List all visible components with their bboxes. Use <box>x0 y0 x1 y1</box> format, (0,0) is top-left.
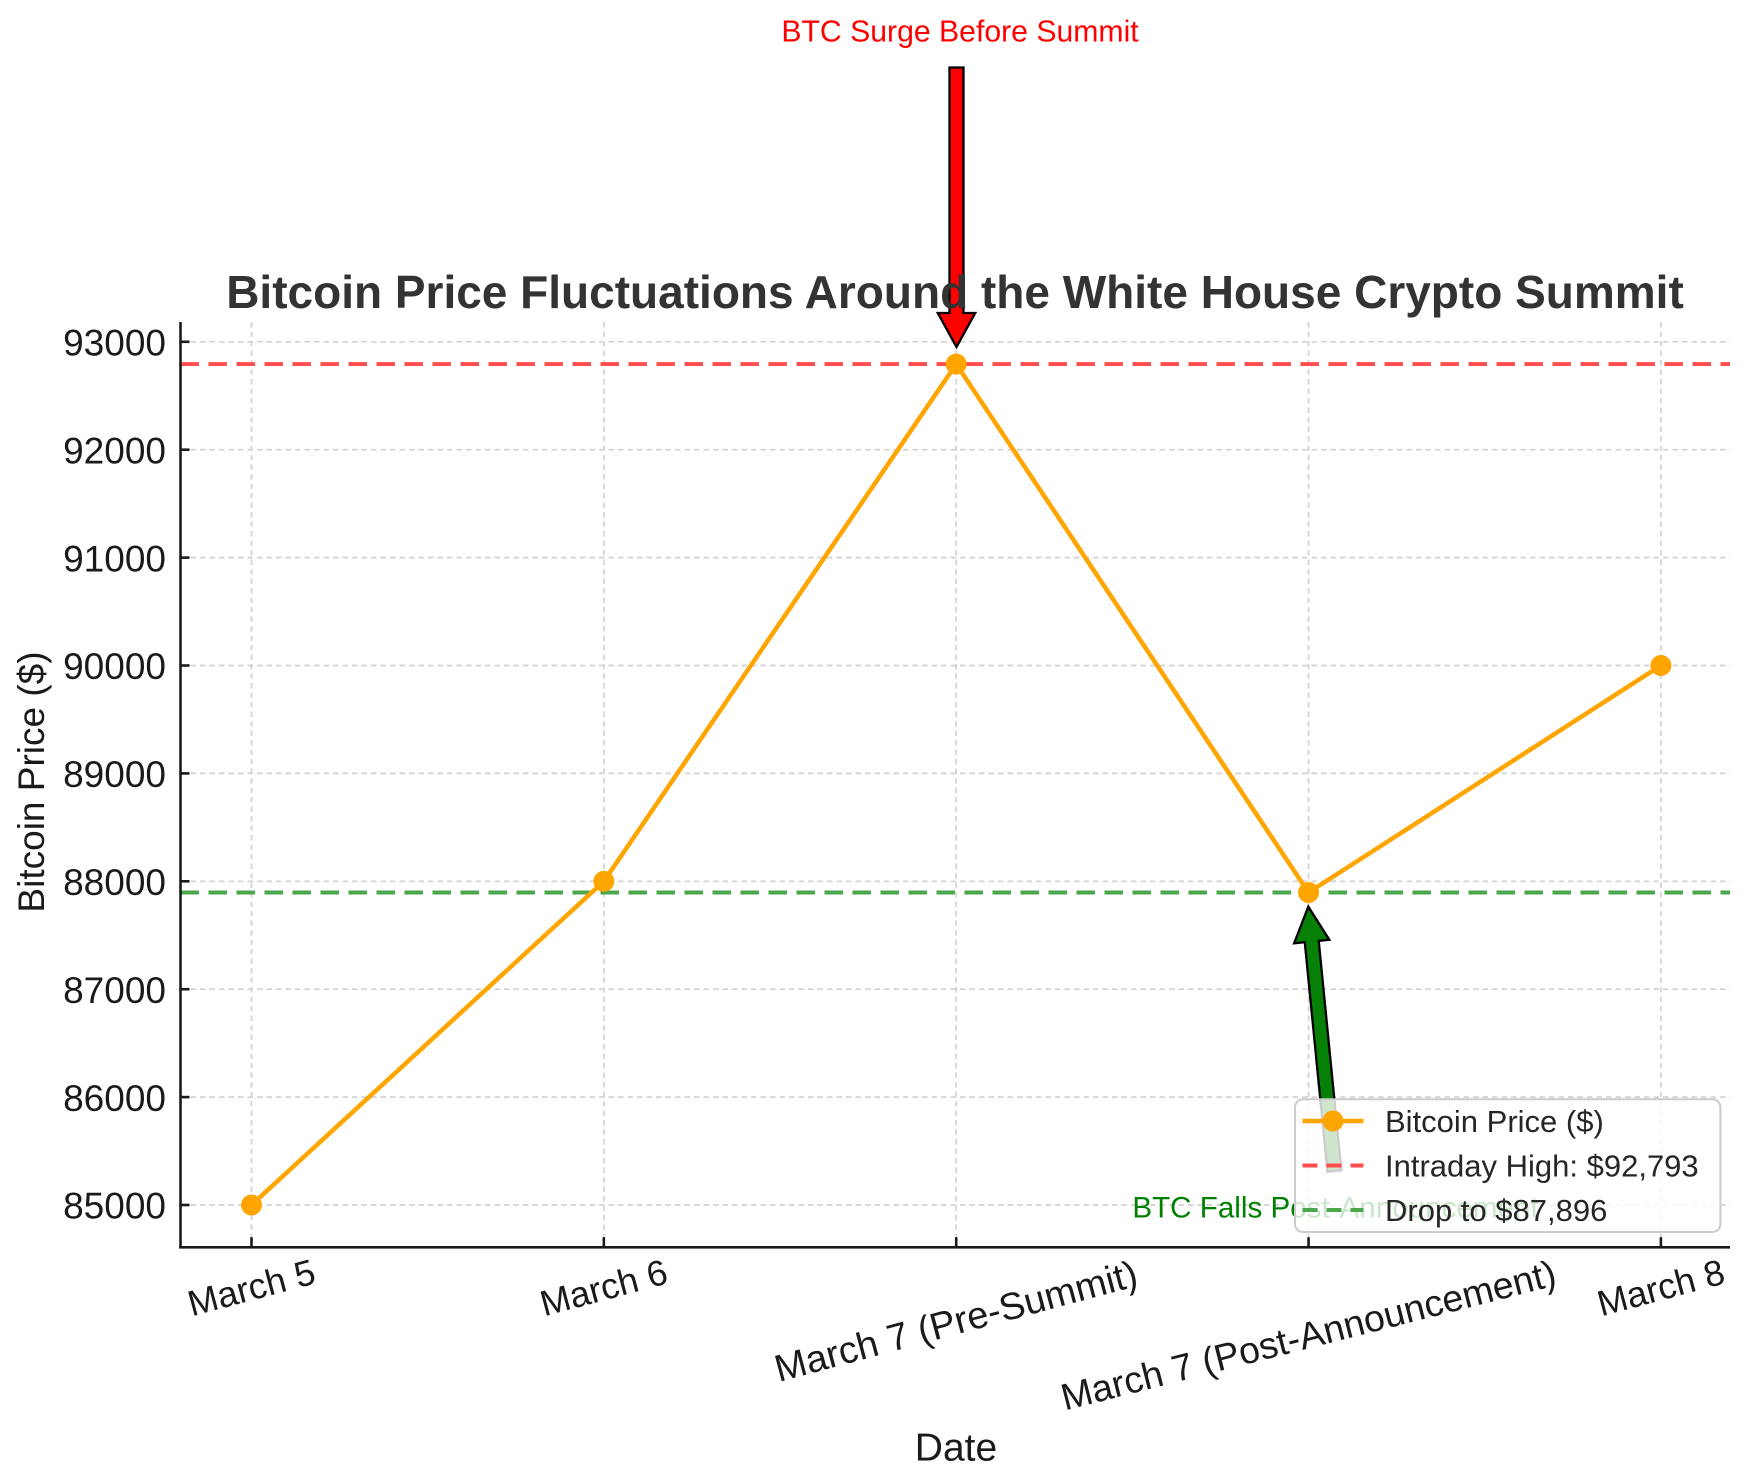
svg-text:92000: 92000 <box>63 430 166 471</box>
svg-text:88000: 88000 <box>63 862 166 903</box>
svg-text:89000: 89000 <box>63 754 166 795</box>
svg-text:Drop to $87,896: Drop to $87,896 <box>1385 1193 1607 1228</box>
svg-text:87000: 87000 <box>63 970 166 1011</box>
svg-text:Bitcoin Price ($): Bitcoin Price ($) <box>1385 1104 1604 1139</box>
svg-text:March 6: March 6 <box>536 1251 672 1324</box>
svg-text:Date: Date <box>915 1427 997 1470</box>
svg-text:Bitcoin Price ($): Bitcoin Price ($) <box>11 651 52 912</box>
svg-text:March 5: March 5 <box>183 1251 319 1324</box>
svg-text:March 8: March 8 <box>1593 1251 1729 1324</box>
svg-text:Intraday High: $92,793: Intraday High: $92,793 <box>1385 1149 1699 1184</box>
svg-text:85000: 85000 <box>63 1186 166 1227</box>
svg-text:86000: 86000 <box>63 1078 166 1119</box>
svg-text:BTC Surge Before Summit: BTC Surge Before Summit <box>781 16 1139 49</box>
svg-text:93000: 93000 <box>63 323 166 364</box>
svg-text:Bitcoin Price Fluctuations Aro: Bitcoin Price Fluctuations Around the Wh… <box>226 266 1684 318</box>
svg-text:90000: 90000 <box>63 646 166 687</box>
svg-text:91000: 91000 <box>63 538 166 579</box>
